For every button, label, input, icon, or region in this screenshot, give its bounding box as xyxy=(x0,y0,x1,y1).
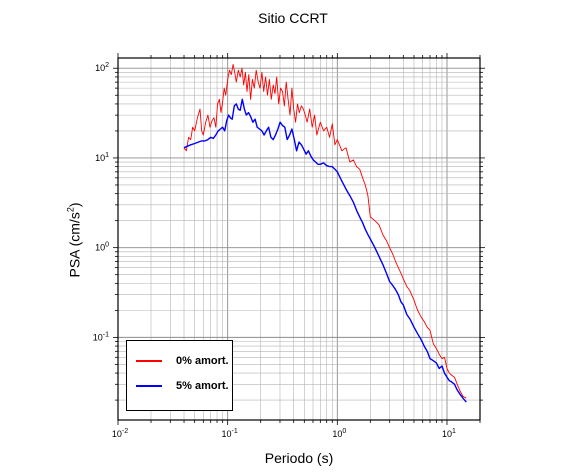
y-axis-label-end: ) xyxy=(66,202,83,208)
x-axis-label: Periodo (s) xyxy=(264,450,334,466)
y-tick-label: 102 xyxy=(95,62,109,73)
x-tick-label: 100 xyxy=(332,428,346,439)
plot-frame xyxy=(117,57,481,421)
legend-swatch-series-0 xyxy=(136,360,162,362)
legend-item-series-0: 0% amort. xyxy=(127,354,229,368)
legend-swatch-series-1 xyxy=(136,385,162,387)
series-line-0 xyxy=(183,64,467,399)
y-axis-label-exponent: 2 xyxy=(65,207,76,213)
legend-item-series-1: 5% amort. xyxy=(127,379,229,393)
x-tick-label: 10-1 xyxy=(222,428,238,439)
chart-title: Sitio CCRT xyxy=(258,10,328,26)
y-tick-label: 100 xyxy=(95,242,109,253)
y-axis-label: PSA (cm/s2) xyxy=(66,202,83,277)
y-tick-label: 101 xyxy=(95,152,109,163)
y-axis-label-main: PSA (cm/s xyxy=(66,212,83,278)
x-tick-label: 10-2 xyxy=(112,428,128,439)
series-line-1 xyxy=(183,98,467,403)
legend: 0% amort. 5% amort. xyxy=(126,340,233,411)
legend-label-series-1: 5% amort. xyxy=(176,380,229,392)
grid xyxy=(113,53,485,425)
y-tick-label: 10-1 xyxy=(93,331,109,342)
legend-label-series-0: 0% amort. xyxy=(176,355,229,367)
x-tick-label: 101 xyxy=(442,428,456,439)
